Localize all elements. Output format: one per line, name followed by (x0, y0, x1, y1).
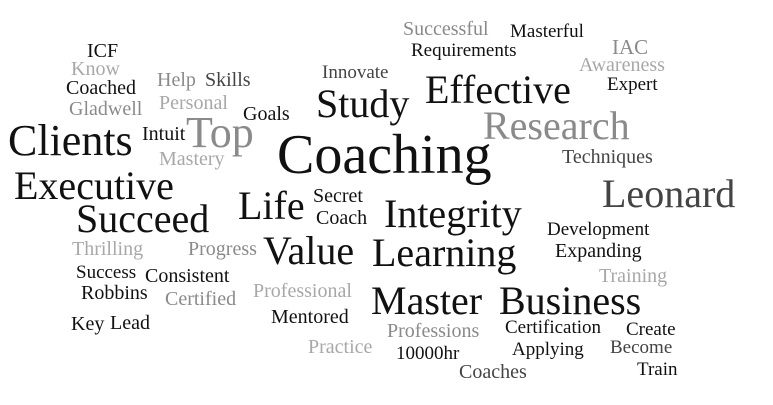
word-techniques: Techniques (562, 146, 653, 168)
word-professions: Professions (387, 320, 480, 342)
word-progress: Progress (188, 238, 257, 260)
word-learning: Learning (372, 230, 517, 275)
word-coached: Coached (66, 77, 136, 99)
word-know: Know (71, 58, 120, 80)
word-expert: Expert (607, 74, 658, 95)
word-goals: Goals (243, 103, 290, 125)
word-master: Master (371, 278, 483, 323)
word-intuit: Intuit (142, 123, 186, 145)
word-business: Business (499, 278, 642, 323)
word-mentored: Mentored (271, 306, 349, 328)
word-applying: Applying (512, 339, 584, 360)
word-personal: Personal (159, 92, 228, 114)
word-certification: Certification (505, 317, 602, 338)
word-integrity: Integrity (384, 191, 522, 236)
word-coaches: Coaches (459, 361, 527, 383)
word-key: Key (71, 313, 105, 335)
word-life: Life (238, 183, 305, 228)
word-effective: Effective (425, 67, 571, 112)
word-help: Help (157, 69, 196, 91)
word-train: Train (637, 359, 678, 380)
word-secret: Secret (313, 185, 363, 207)
word-skills: Skills (205, 69, 251, 91)
word-requirements: Requirements (411, 40, 517, 61)
word-awareness: Awareness (579, 54, 665, 76)
word-masterful: Masterful (510, 21, 584, 42)
word-coach: Coach (316, 207, 368, 229)
word-10000hr: 10000hr (396, 343, 460, 364)
word-lead: Lead (110, 312, 150, 334)
word-consistent: Consistent (145, 265, 230, 287)
word-development: Development (547, 219, 650, 240)
word-successful: Successful (403, 18, 489, 40)
word-icf: ICF (87, 40, 119, 62)
word-succeed: Succeed (76, 196, 210, 241)
word-become: Become (610, 337, 673, 358)
word-study: Study (316, 81, 410, 126)
word-coaching: Coaching (277, 124, 492, 186)
word-leonard: Leonard (602, 171, 736, 216)
word-practice: Practice (308, 336, 373, 358)
word-top: Top (186, 108, 254, 157)
word-create: Create (626, 319, 676, 340)
word-research: Research (483, 103, 630, 148)
word-executive: Executive (14, 163, 174, 208)
word-robbins: Robbins (81, 282, 148, 304)
word-iac: IAC (612, 35, 649, 59)
word-clients: Clients (8, 116, 133, 165)
word-value: Value (263, 228, 355, 273)
word-thrilling: Thrilling (72, 238, 144, 260)
word-professional: Professional (253, 280, 352, 302)
word-innovate: Innovate (322, 62, 389, 83)
word-expanding: Expanding (555, 240, 642, 262)
word-training: Training (599, 265, 668, 287)
word-mastery: Mastery (159, 148, 225, 170)
word-certified: Certified (165, 288, 237, 310)
word-success: Success (76, 262, 137, 283)
word-gladwell: Gladwell (69, 98, 143, 120)
